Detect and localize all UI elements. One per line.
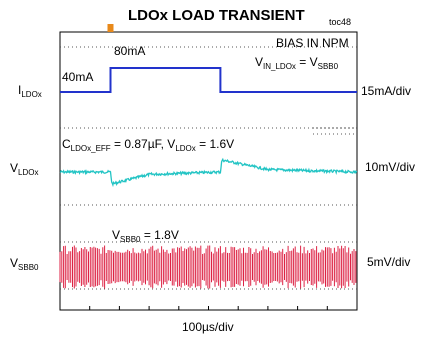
scale-label-iLDOx: 15mA/div: [361, 84, 412, 98]
bias-annotation: BIAS IN NPM: [276, 36, 349, 50]
figure-tag: toc48: [329, 17, 352, 27]
scale-label-vLDOx: 10mV/div: [365, 160, 416, 174]
trigger-marker: [107, 24, 114, 32]
trace-iLDOx: [60, 67, 357, 93]
channel-label-iLDOx: ILDOx: [18, 83, 42, 99]
high-current-annotation: 80mA: [114, 44, 146, 58]
cap-voltage-annotation: CLDOx_EFF = 0.87µF, VLDOx = 1.6V: [62, 137, 235, 153]
vsbb0-level-annotation: VSBB0 = 1.8V: [112, 228, 179, 244]
scale-label-vSBB0: 5mV/div: [367, 255, 411, 269]
chart-title: LDOx LOAD TRANSIENT: [128, 7, 305, 24]
vin-annotation: VIN_LDOx = VSBB0: [255, 55, 339, 71]
low-current-annotation: 40mA: [62, 70, 94, 84]
channel-label-vLDOx: VLDOx: [10, 161, 39, 177]
trace-vSBB0: [59, 245, 357, 289]
x-axis-label: 100µs/div: [182, 320, 234, 334]
channel-label-vSBB0: VSBB0: [10, 256, 39, 272]
trace-vLDOx: [59, 157, 358, 188]
